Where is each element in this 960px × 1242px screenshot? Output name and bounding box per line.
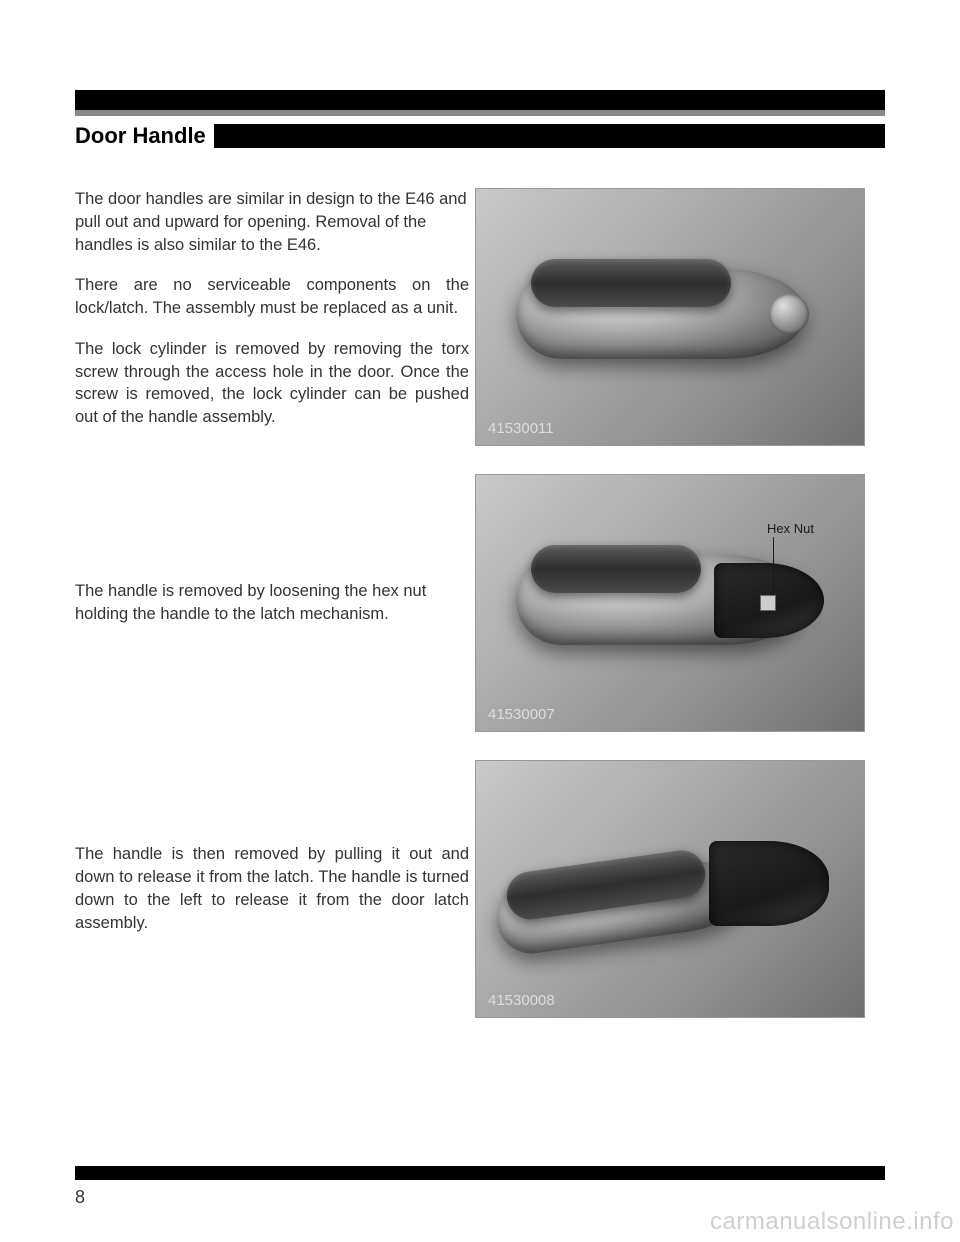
- section-heading: Door Handle: [75, 123, 214, 149]
- figure-3: 41530008: [475, 760, 865, 1018]
- hex-nut-icon: [760, 595, 776, 611]
- bottom-black-band: [75, 1166, 885, 1180]
- paragraph-5: The handle is then removed by pulling it…: [75, 843, 469, 934]
- figure-1: 41530011: [475, 188, 865, 446]
- row1-figure-col: 41530011: [475, 188, 865, 446]
- row-2: The handle is removed by loosening the h…: [75, 474, 885, 732]
- content-area: The door handles are similar in design t…: [75, 170, 885, 1152]
- row3-figure-col: 41530008: [475, 760, 865, 1018]
- paragraph-4: The handle is removed by loosening the h…: [75, 580, 469, 626]
- row2-figure-col: Hex Nut 41530007: [475, 474, 865, 732]
- latch-cavity-2: [709, 841, 829, 926]
- callout-leader-line: [773, 537, 774, 592]
- door-handle-grip: [531, 259, 731, 307]
- figure-3-id: 41530008: [488, 992, 555, 1009]
- manual-page: Door Handle The door handles are similar…: [0, 0, 960, 1242]
- row3-text: The handle is then removed by pulling it…: [75, 760, 475, 1018]
- top-margin: [75, 0, 885, 90]
- row-1: The door handles are similar in design t…: [75, 188, 885, 446]
- row1-text: The door handles are similar in design t…: [75, 188, 475, 429]
- paragraph-1: The door handles are similar in design t…: [75, 188, 469, 256]
- figure-2-id: 41530007: [488, 706, 555, 723]
- hex-nut-callout: Hex Nut: [767, 521, 814, 536]
- page-number: 8: [75, 1187, 85, 1208]
- row-3: The handle is then removed by pulling it…: [75, 760, 885, 1018]
- paragraph-2: There are no serviceable components on t…: [75, 274, 469, 320]
- paragraph-3: The lock cylinder is removed by removing…: [75, 338, 469, 429]
- heading-black-bar: [214, 124, 885, 148]
- watermark: carmanualsonline.info: [710, 1208, 954, 1236]
- gray-rule: [75, 110, 885, 116]
- door-handle-grip-2: [531, 545, 701, 593]
- figure-2: Hex Nut 41530007: [475, 474, 865, 732]
- row2-text: The handle is removed by loosening the h…: [75, 474, 475, 732]
- lock-cylinder-icon: [769, 294, 809, 334]
- section-heading-row: Door Handle: [75, 122, 885, 150]
- top-black-band: [75, 90, 885, 110]
- figure-1-id: 41530011: [488, 420, 554, 437]
